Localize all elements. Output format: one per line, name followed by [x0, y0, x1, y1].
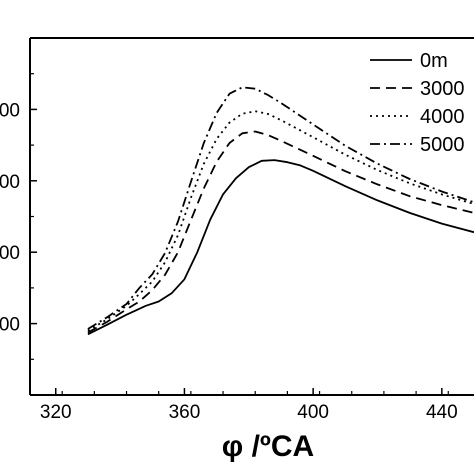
legend-label-3000: 3000	[420, 78, 465, 100]
y-tick-label: 00	[0, 315, 20, 336]
y-tick-label: 00	[0, 100, 20, 121]
legend-label-5000: 5000	[420, 134, 465, 156]
series-line-3000	[87, 130, 474, 334]
legend-label-0m: 0m	[420, 50, 448, 72]
plot-frame	[29, 37, 474, 396]
y-tick-label: 00	[0, 243, 20, 264]
axes-layer: 320 360 400 440 00 00 00 00	[0, 73, 458, 423]
series-layer	[87, 86, 474, 336]
legend: 0m 3000 4000 5000	[370, 50, 465, 156]
x-tick-label: 320	[40, 402, 72, 423]
series-line-5000	[87, 86, 474, 330]
legend-label-4000: 4000	[420, 106, 465, 128]
series-line-4000	[87, 110, 474, 332]
x-tick-label: 440	[426, 402, 458, 423]
series-line-0m	[87, 159, 474, 336]
x-axis-label: φ /ºCA	[222, 430, 314, 463]
x-tick-label: 400	[297, 402, 329, 423]
x-tick-label: 360	[169, 402, 201, 423]
y-tick-label: 00	[0, 172, 20, 193]
